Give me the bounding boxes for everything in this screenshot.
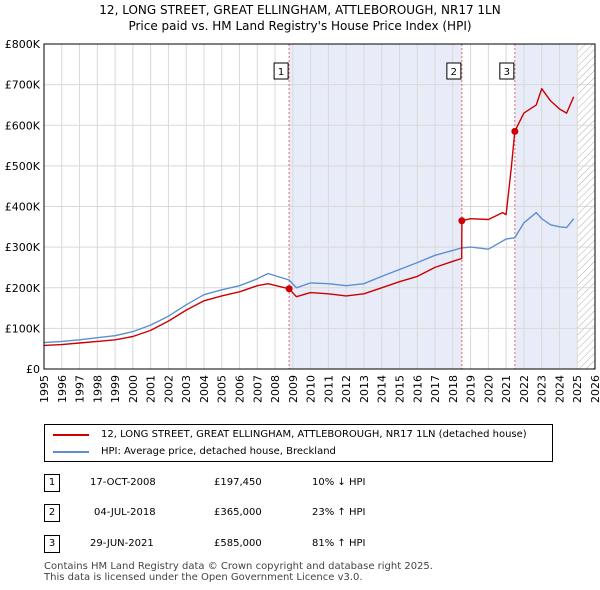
x-tick-label: 2004 xyxy=(198,375,211,403)
x-tick-label: 2022 xyxy=(518,375,531,403)
x-tick-label: 2010 xyxy=(305,375,318,403)
sale-point xyxy=(458,217,466,225)
legend-label-property: 12, LONG STREET, GREAT ELLINGHAM, ATTLEB… xyxy=(101,429,527,440)
x-tick-label: 1999 xyxy=(109,375,122,403)
transaction-date: 17-OCT-2008 xyxy=(90,477,156,488)
x-tick-label: 2006 xyxy=(234,375,247,403)
chart-title: 12, LONG STREET, GREAT ELLINGHAM, ATTLEB… xyxy=(99,3,501,17)
x-tick-label: 2000 xyxy=(127,375,140,403)
footer-licence: This data is licensed under the Open Gov… xyxy=(44,572,363,583)
y-tick-label: £700K xyxy=(5,79,41,92)
transaction-marker: 3 xyxy=(44,535,60,553)
x-tick-label: 2009 xyxy=(287,375,300,403)
y-tick-label: £100K xyxy=(5,322,41,335)
x-tick-label: 2005 xyxy=(216,375,229,403)
x-tick-label: 2024 xyxy=(553,375,566,403)
transaction-marker: 2 xyxy=(44,504,60,522)
sale-marker-label: 3 xyxy=(504,67,510,78)
plot-frame xyxy=(43,43,596,370)
y-tick-label: £200K xyxy=(5,282,41,295)
x-tick-label: 1997 xyxy=(74,375,87,403)
x-tick-label: 2017 xyxy=(429,375,442,403)
sale-marker-label: 2 xyxy=(451,67,457,78)
x-tick-label: 1998 xyxy=(91,375,104,403)
legend-swatch-property xyxy=(53,434,89,436)
x-tick-label: 2014 xyxy=(376,375,389,403)
x-tick-label: 2020 xyxy=(482,375,495,403)
x-tick-label: 2008 xyxy=(269,375,282,403)
chart-subtitle: Price paid vs. HM Land Registry's House … xyxy=(128,19,472,33)
legend-item-hpi: HPI: Average price, detached house, Brec… xyxy=(53,444,336,460)
x-tick-label: 2015 xyxy=(393,375,406,403)
y-tick-label: £0 xyxy=(26,363,40,376)
y-tick-label: £800K xyxy=(5,38,41,51)
sale-point xyxy=(511,127,519,135)
x-tick-label: 2026 xyxy=(589,375,600,403)
hpi-line xyxy=(43,211,575,344)
x-tick-label: 2025 xyxy=(571,375,584,403)
x-tick-label: 2021 xyxy=(500,375,513,403)
x-tick-label: 2011 xyxy=(322,375,335,403)
legend-label-hpi: HPI: Average price, detached house, Brec… xyxy=(101,446,336,457)
property-price-line xyxy=(43,87,575,347)
sale-marker-box xyxy=(499,62,515,80)
sale-marker-label: 1 xyxy=(278,67,284,78)
transaction-price: £585,000 xyxy=(214,538,262,549)
sale-point xyxy=(285,285,293,293)
x-tick-label: 2023 xyxy=(536,375,549,403)
transaction-price: £365,000 xyxy=(214,507,262,518)
y-tick-label: £300K xyxy=(5,241,41,254)
legend: 12, LONG STREET, GREAT ELLINGHAM, ATTLEB… xyxy=(44,424,553,462)
y-tick-label: £400K xyxy=(5,201,41,214)
sale-marker-box xyxy=(273,62,289,80)
x-tick-label: 2012 xyxy=(340,375,353,403)
x-tick-label: 2016 xyxy=(411,375,424,403)
x-tick-label: 2003 xyxy=(180,375,193,403)
transaction-hpi: 10% ↓ HPI xyxy=(312,477,366,488)
footer-copyright: Contains HM Land Registry data © Crown c… xyxy=(44,561,433,572)
y-tick-label: £500K xyxy=(5,160,41,173)
x-tick-label: 2001 xyxy=(145,375,158,403)
transaction-date: 29-JUN-2021 xyxy=(90,538,154,549)
transaction-marker: 1 xyxy=(44,474,60,492)
sale-marker-box xyxy=(446,62,462,80)
transaction-hpi: 23% ↑ HPI xyxy=(312,507,366,518)
legend-swatch-hpi xyxy=(53,451,89,453)
x-tick-label: 2019 xyxy=(465,375,478,403)
transaction-price: £197,450 xyxy=(214,477,262,488)
legend-item-property: 12, LONG STREET, GREAT ELLINGHAM, ATTLEB… xyxy=(53,427,527,443)
y-tick-label: £600K xyxy=(5,119,41,132)
price-chart: 1 2 3 £0 £100K £200K £300K £400K £500K £600K £700… xyxy=(5,38,600,403)
x-tick-label: 2007 xyxy=(251,375,264,403)
transaction-hpi: 81% ↑ HPI xyxy=(312,538,366,549)
x-tick-label: 2002 xyxy=(162,375,175,403)
x-tick-label: 2013 xyxy=(358,375,371,403)
x-tick-label: 1996 xyxy=(56,375,69,403)
transaction-date: 04-JUL-2018 xyxy=(94,507,156,518)
x-tick-label: 1995 xyxy=(38,375,51,403)
x-tick-label: 2018 xyxy=(447,375,460,403)
